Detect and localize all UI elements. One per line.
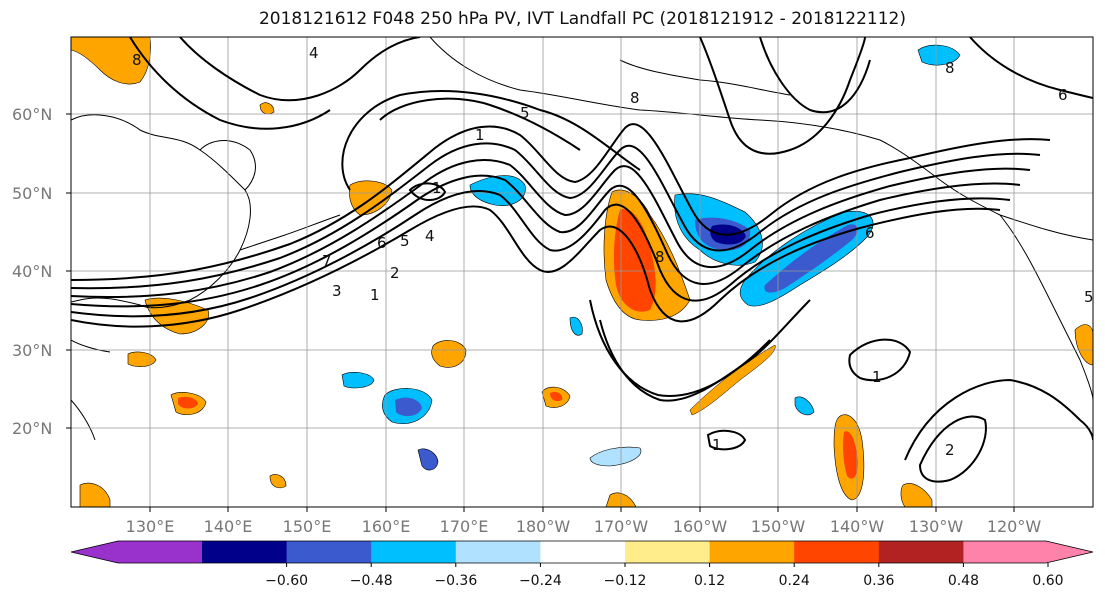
- contour-label: 1: [872, 368, 882, 386]
- colorbar-tick-label: 0.24: [779, 573, 810, 589]
- contour-label: 6: [377, 234, 387, 252]
- colorbar-tick-label: −0.60: [265, 573, 308, 589]
- contour-label: 5: [1084, 288, 1094, 306]
- contour-label: 1: [475, 126, 485, 144]
- pv-contours: [71, 37, 1093, 483]
- colorbar-tick-label: −0.48: [350, 573, 393, 589]
- colorbar: −0.60 −0.48 −0.36 −0.24 −0.12 0.12 0.24 0.36 0.4…: [70, 540, 1094, 589]
- lat-label: 30°N: [12, 341, 52, 360]
- lon-label: 150°W: [751, 517, 806, 536]
- axis-ticks: [66, 113, 1015, 512]
- contour-label: 5: [520, 104, 530, 122]
- colorbar-tick-label: 0.60: [1032, 573, 1063, 589]
- colorbar-swatch: [286, 541, 372, 563]
- contour-label: 1: [370, 286, 380, 304]
- colorbar-tick-label: −0.36: [434, 573, 477, 589]
- lon-label: 170°E: [440, 517, 489, 536]
- contour-label: 5: [400, 232, 410, 250]
- lon-label: 160°W: [673, 517, 728, 536]
- colorbar-extend-low: [71, 541, 118, 563]
- colorbar-outline: [70, 540, 1094, 564]
- longitude-labels: 130°E 140°E 150°E 160°E 170°E 180°W 170°…: [126, 517, 1042, 536]
- colorbar-tick-label: 0.48: [948, 573, 979, 589]
- contour-label: 8: [945, 59, 955, 77]
- map-frame: [70, 36, 1094, 508]
- contour-label: 1: [712, 436, 722, 454]
- contour-label: 8: [655, 248, 665, 266]
- colorbar-swatch: [963, 541, 1046, 563]
- contour-label: 4: [425, 227, 435, 245]
- contour-label: 2: [945, 441, 955, 459]
- colorbar-swatch: [202, 541, 288, 563]
- lon-label: 160°E: [362, 517, 411, 536]
- colorbar-swatch: [709, 541, 795, 563]
- contour-label: 1: [432, 179, 442, 197]
- lat-label: 50°N: [12, 184, 52, 203]
- map-title: 2018121612 F048 250 hPa PV, IVT Landfall…: [258, 9, 906, 29]
- lat-label: 40°N: [12, 262, 52, 281]
- lat-label: 20°N: [12, 419, 52, 438]
- colorbar-swatch: [540, 541, 626, 563]
- colorbar-swatch: [118, 541, 226, 563]
- colorbar-swatch: [455, 541, 541, 563]
- contour-label: 2: [390, 264, 400, 282]
- colorbar-swatch: [625, 541, 711, 563]
- lat-label: 60°N: [12, 105, 52, 124]
- lon-label: 130°W: [909, 517, 964, 536]
- contour-label: 3: [332, 282, 342, 300]
- lon-label: 120°W: [987, 517, 1042, 536]
- lon-label: 140°E: [204, 517, 253, 536]
- latitude-labels: 60°N 50°N 40°N 30°N 20°N: [12, 105, 52, 438]
- colorbar-tick-label: 0.36: [863, 573, 894, 589]
- colorbar-tick-label: −0.24: [519, 573, 562, 589]
- map-area: [71, 37, 1093, 507]
- contour-label: 8: [630, 89, 640, 107]
- lon-label: 150°E: [283, 517, 332, 536]
- colorbar-tick-label: −0.12: [604, 573, 647, 589]
- colorbar-swatch: [878, 541, 964, 563]
- colorbar-swatch: [371, 541, 457, 563]
- contour-label: 6: [865, 224, 875, 242]
- contour-label: 4: [309, 44, 319, 62]
- contour-labels: 4 5 1 1 6 5 4 7 3 2 1 8 8 8 6 1 2 1 6 8 …: [132, 44, 1094, 459]
- colorbar-swatch: [794, 541, 880, 563]
- lon-label: 170°W: [594, 517, 649, 536]
- lon-label: 180°W: [516, 517, 571, 536]
- lon-label: 140°W: [830, 517, 885, 536]
- contour-label: 8: [132, 51, 142, 69]
- colorbar-extend-high: [1046, 541, 1093, 563]
- lon-label: 130°E: [126, 517, 175, 536]
- contour-label: 7: [322, 252, 332, 270]
- graticule: [71, 37, 1093, 507]
- colorbar-tick-label: 0.12: [694, 573, 725, 589]
- contour-label: 6: [1058, 86, 1068, 104]
